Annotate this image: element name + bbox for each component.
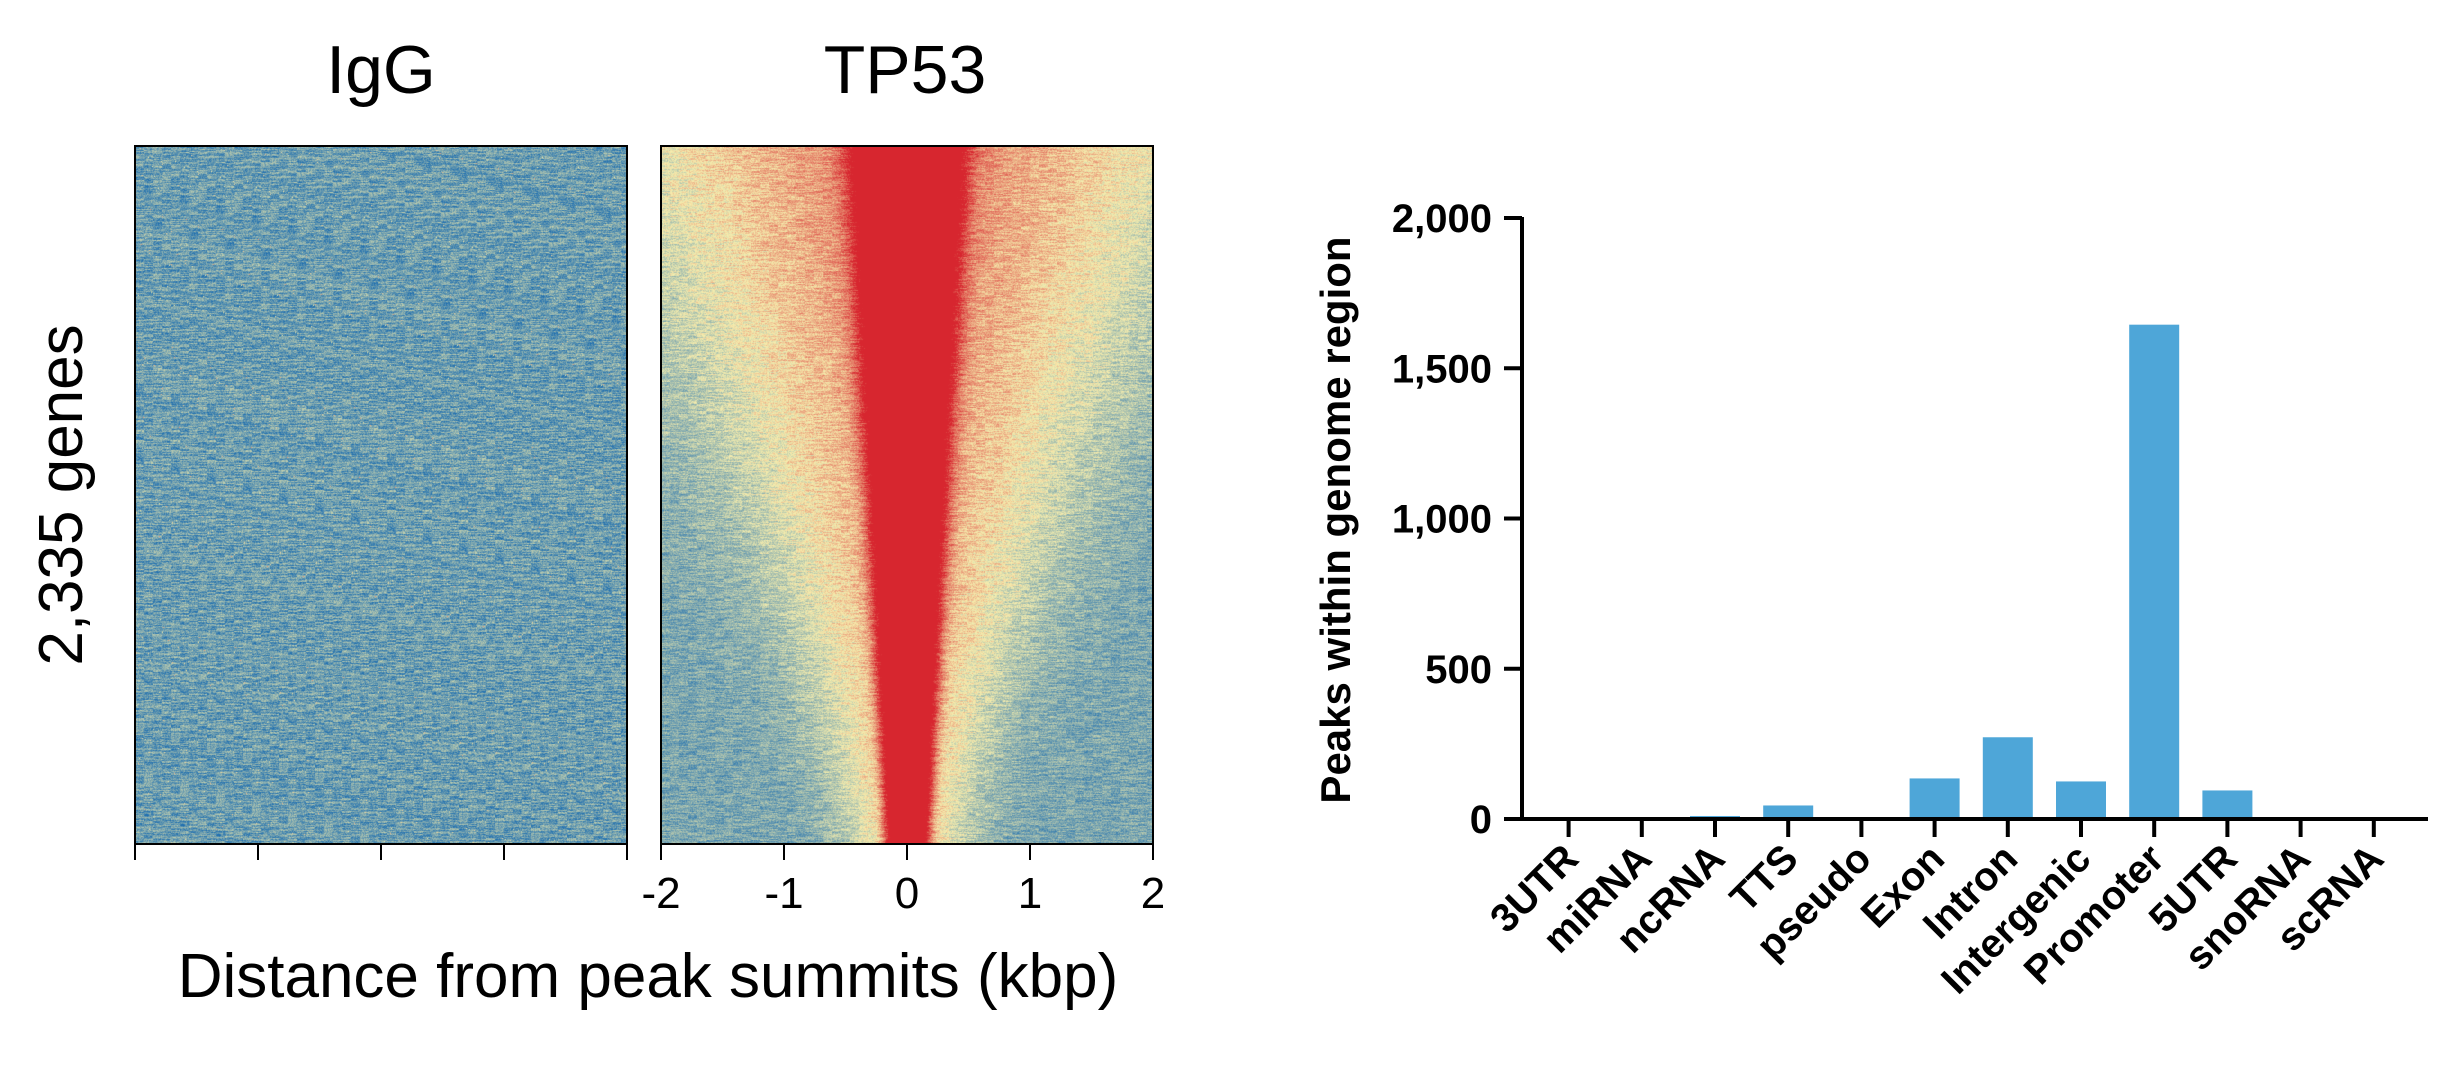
heatmap-x-ticks: -2 -1 0 1 2 [134,844,1165,918]
heatmap-x-tick-label: -1 [764,869,803,918]
panel-title-tp53: TP53 [824,32,987,108]
bar-y-tick-label: 2,000 [1392,197,1492,241]
bar-intron [1982,737,2033,819]
heatmap-x-tick-label: 0 [895,869,919,918]
bar-x-axis: 3UTRmiRNAncRNATTSpseudoExonIntronInterge… [1482,817,2428,1003]
heatmap-x-tick-label: -2 [641,869,680,918]
bar-y-tick-label: 1,500 [1392,347,1492,391]
heatmap-tp53 [661,146,1153,844]
bar-intergenic [2056,781,2106,819]
bar-y-axis-label: Peaks within genome region [1312,236,1359,803]
heatmap-row-label: 2,335 genes [27,324,96,665]
bar-series [1543,324,2399,819]
heatmap-group: IgG TP53 2,335 genes -2 -1 0 1 2 Distance fr… [27,32,1165,1011]
heatmap-igg [135,146,627,844]
bar-exon [1909,778,1960,819]
bar-tts [1763,805,1814,819]
bar-y-tick-label: 500 [1425,648,1492,692]
bar-5utr [2202,790,2253,819]
bar-y-tick-label: 0 [1470,798,1492,842]
bar-promoter [2129,324,2180,819]
heatmap-x-tick-label: 2 [1141,869,1165,918]
bar-chart: 0 500 1,000 1,500 2,000 3UTRmiRNAncRNATTSpse… [1312,197,2428,1003]
bar-y-axis: 0 500 1,000 1,500 2,000 [1392,197,1524,842]
heatmap-tp53-container [661,146,1153,844]
panel-title-igg: IgG [326,32,436,108]
heatmap-x-tick-label: 1 [1018,869,1042,918]
heatmap-x-axis-label: Distance from peak summits (kbp) [178,942,1119,1011]
bar-y-tick-label: 1,000 [1392,498,1492,542]
heatmap-igg-container [135,146,627,844]
